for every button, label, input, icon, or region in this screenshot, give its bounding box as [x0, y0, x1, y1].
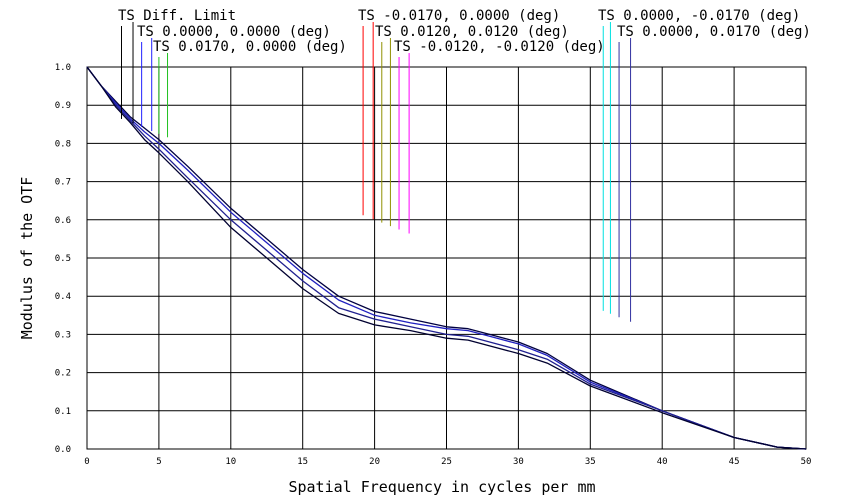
y-tick-label: 0.3 [55, 330, 71, 340]
y-tick-label: 0.8 [55, 139, 71, 149]
legend-label: TS 0.0000, -0.0170 (deg) [598, 8, 800, 24]
x-tick-label: 35 [585, 457, 596, 467]
legend-entry: TS -0.0170, 0.0000 (deg) [358, 8, 560, 220]
legend-entry: TS -0.0120, -0.0120 (deg) [394, 39, 605, 234]
x-tick-label: 50 [801, 457, 812, 467]
legend-label: TS 0.0120, 0.0120 (deg) [375, 24, 569, 40]
legend-entry: TS Diff. Limit [118, 8, 236, 124]
y-axis-label: Modulus of the OTF [18, 177, 36, 340]
series-line [86, 66, 807, 450]
x-tick-label: 10 [225, 457, 236, 467]
x-axis-label: Spatial Frequency in cycles per mm [288, 478, 595, 496]
y-tick-label: 0.9 [55, 101, 71, 111]
legend-label: TS Diff. Limit [118, 8, 236, 24]
x-tick-label: 25 [441, 457, 452, 467]
x-tick-label: 20 [369, 457, 380, 467]
series-line [86, 66, 807, 450]
legend-entry: TS 0.0120, 0.0120 (deg) [375, 24, 569, 227]
legend-label: TS 0.0000, 0.0000 (deg) [137, 24, 331, 40]
y-tick-label: 0.2 [55, 369, 71, 379]
y-tick-label: 0.1 [55, 407, 71, 417]
legend-label: TS -0.0120, -0.0120 (deg) [394, 39, 605, 55]
series-line [86, 66, 807, 450]
x-tick-label: 0 [84, 457, 89, 467]
legend-entry: TS 0.0000, -0.0170 (deg) [598, 8, 800, 314]
x-tick-label: 40 [657, 457, 668, 467]
legend-entry: TS 0.0000, 0.0000 (deg) [137, 24, 331, 131]
x-tick-label: 30 [513, 457, 524, 467]
y-tick-label: 1.0 [55, 63, 71, 73]
y-tick-label: 0.7 [55, 178, 71, 188]
x-tick-label: 5 [156, 457, 161, 467]
legend-label: TS 0.0000, 0.0170 (deg) [617, 24, 811, 40]
y-tick-label: 0.0 [55, 445, 71, 455]
legend-label: TS 0.0170, 0.0000 (deg) [153, 39, 347, 55]
y-tick-label: 0.6 [55, 216, 71, 226]
y-tick-label: 0.4 [55, 292, 71, 302]
legend-entry: TS 0.0170, 0.0000 (deg) [153, 39, 347, 138]
series-group [86, 66, 807, 450]
tick-labels: 0 5 10 15 20 25 30 35 40 45 50 0.0 0.1 0.2 0.3 0.4 0.5 0.… [55, 63, 812, 467]
legend-label: TS -0.0170, 0.0000 (deg) [358, 8, 560, 24]
y-tick-label: 0.5 [55, 254, 71, 264]
legend-entry: TS 0.0000, 0.0170 (deg) [617, 24, 811, 322]
series-line [86, 66, 807, 450]
x-tick-label: 15 [297, 457, 308, 467]
x-tick-label: 45 [729, 457, 740, 467]
